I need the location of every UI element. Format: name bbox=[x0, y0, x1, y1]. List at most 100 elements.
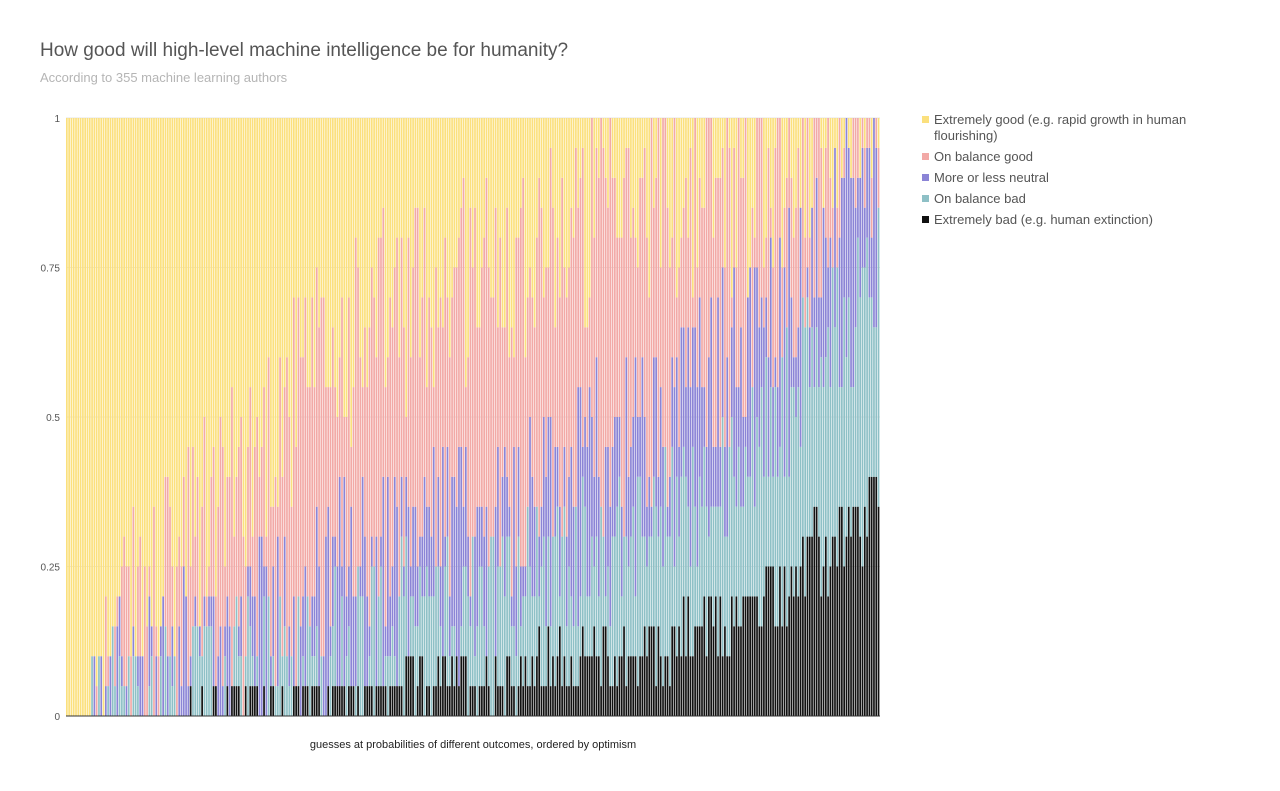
bar-segment bbox=[689, 656, 692, 716]
bar-segment bbox=[827, 267, 829, 328]
bar-segment bbox=[334, 536, 336, 567]
bar-segment bbox=[845, 357, 848, 537]
bar-segment bbox=[623, 177, 625, 537]
bar-segment bbox=[325, 387, 327, 537]
bar-segment bbox=[226, 686, 229, 716]
bar-segment bbox=[838, 387, 841, 507]
bar-segment bbox=[444, 656, 447, 716]
bar-segment bbox=[104, 118, 107, 597]
bar-segment bbox=[733, 147, 735, 268]
bar-segment bbox=[767, 566, 770, 716]
bar-segment bbox=[320, 118, 323, 298]
bar-segment bbox=[256, 417, 259, 657]
bar-segment bbox=[68, 118, 70, 716]
bar-segment bbox=[632, 656, 635, 716]
bar-segment bbox=[824, 357, 827, 537]
bar-segment bbox=[476, 118, 479, 328]
bar-segment bbox=[577, 686, 580, 716]
bar-segment bbox=[568, 118, 570, 268]
bar-segment bbox=[565, 118, 568, 298]
bar-segment bbox=[627, 118, 630, 148]
bar-segment bbox=[205, 626, 208, 716]
bar-segment bbox=[276, 506, 279, 537]
bar-segment bbox=[462, 118, 465, 178]
bar-segment bbox=[384, 656, 387, 687]
bar-segment bbox=[315, 118, 318, 268]
bar-segment bbox=[641, 177, 644, 358]
bar-segment bbox=[815, 327, 818, 507]
bar-segment bbox=[276, 118, 279, 507]
bar-segment bbox=[442, 446, 444, 657]
bar-segment bbox=[100, 656, 103, 716]
bar-segment bbox=[662, 686, 664, 716]
bar-segment bbox=[646, 237, 648, 507]
bar-segment bbox=[210, 626, 213, 716]
bar-segment bbox=[192, 118, 194, 447]
bar-segment bbox=[508, 357, 511, 507]
bar-segment bbox=[481, 267, 483, 507]
bar-segment bbox=[824, 118, 827, 148]
bar-segment bbox=[760, 118, 763, 298]
bar-segment bbox=[357, 267, 359, 567]
bar-segment bbox=[671, 626, 674, 716]
bar-segment bbox=[776, 626, 779, 716]
bar-segment bbox=[843, 177, 845, 298]
bar-segment bbox=[205, 118, 208, 597]
bar-segment bbox=[281, 686, 284, 716]
y-tick-label: 1 bbox=[54, 114, 60, 125]
bar-segment bbox=[350, 118, 353, 447]
bar-segment bbox=[393, 267, 396, 477]
bar-segment bbox=[630, 237, 632, 447]
bar-segment bbox=[788, 207, 790, 477]
bar-segment bbox=[760, 297, 763, 388]
bar-segment bbox=[137, 566, 139, 657]
bar-segment bbox=[302, 686, 304, 716]
bar-segment bbox=[453, 267, 456, 477]
bar-segment bbox=[293, 596, 295, 687]
bar-segment bbox=[288, 118, 291, 417]
bar-segment bbox=[785, 626, 788, 716]
legend-item-neutral: More or less neutral bbox=[922, 170, 1222, 186]
bar-segment bbox=[274, 118, 277, 477]
bar-segment bbox=[820, 357, 823, 597]
bar-segment bbox=[728, 147, 731, 447]
bar-segment bbox=[730, 417, 733, 597]
bar-segment bbox=[513, 626, 515, 687]
bar-segment bbox=[208, 626, 210, 716]
bar-segment bbox=[419, 357, 421, 537]
bar-segment bbox=[249, 118, 252, 388]
bar-segment bbox=[772, 118, 774, 268]
bar-segment bbox=[653, 476, 655, 627]
bar-segment bbox=[868, 476, 871, 716]
bar-segment bbox=[763, 118, 765, 268]
bar-segment bbox=[531, 596, 534, 657]
bar-segment bbox=[242, 118, 245, 537]
bar-segment bbox=[121, 118, 123, 567]
bar-segment bbox=[288, 417, 291, 627]
bar-segment bbox=[774, 387, 777, 627]
bar-segment bbox=[331, 118, 334, 328]
bar-segment bbox=[536, 237, 538, 507]
bar-segment bbox=[630, 118, 632, 238]
bar-segment bbox=[492, 536, 495, 716]
bar-segment bbox=[813, 387, 816, 507]
bar-segment bbox=[327, 506, 330, 687]
bar-segment bbox=[391, 566, 394, 627]
bar-segment bbox=[671, 357, 674, 447]
bar-segment bbox=[545, 476, 547, 627]
bar-segment bbox=[515, 237, 518, 567]
bar-segment bbox=[538, 536, 541, 597]
bar-segment bbox=[341, 566, 343, 597]
bar-segment bbox=[758, 626, 761, 716]
bar-segment bbox=[675, 656, 678, 716]
chart-subtitle: According to 355 machine learning author… bbox=[40, 70, 288, 85]
legend-label-on-balance-good: On balance good bbox=[934, 149, 1034, 164]
bar-segment bbox=[437, 327, 440, 477]
bar-segment bbox=[659, 506, 662, 657]
bar-segment bbox=[460, 207, 463, 447]
bar-segment bbox=[616, 417, 618, 507]
bar-segment bbox=[297, 686, 300, 716]
bar-segment bbox=[808, 237, 811, 328]
bar-segment bbox=[542, 686, 545, 716]
bar-segment bbox=[288, 626, 291, 687]
